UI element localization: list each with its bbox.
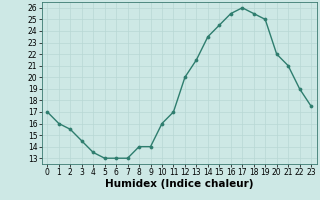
X-axis label: Humidex (Indice chaleur): Humidex (Indice chaleur) [105, 179, 253, 189]
